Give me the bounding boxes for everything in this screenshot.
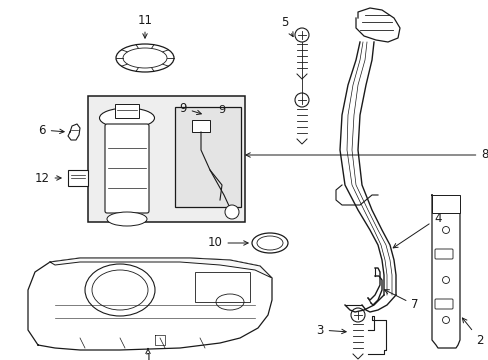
- Ellipse shape: [107, 212, 147, 226]
- FancyBboxPatch shape: [115, 104, 139, 118]
- Text: 11: 11: [137, 13, 152, 38]
- Text: 6: 6: [38, 123, 64, 136]
- Text: 10: 10: [207, 237, 247, 249]
- Polygon shape: [68, 124, 80, 140]
- Text: 12: 12: [35, 171, 61, 184]
- Text: 9: 9: [179, 102, 201, 114]
- FancyBboxPatch shape: [68, 170, 88, 186]
- FancyBboxPatch shape: [431, 195, 459, 213]
- Text: 4: 4: [392, 211, 441, 248]
- Ellipse shape: [99, 108, 154, 128]
- FancyBboxPatch shape: [105, 124, 149, 213]
- FancyBboxPatch shape: [175, 107, 241, 207]
- Polygon shape: [50, 258, 271, 278]
- FancyBboxPatch shape: [192, 120, 209, 132]
- Text: 5: 5: [281, 15, 292, 37]
- Text: 9: 9: [218, 105, 225, 115]
- Text: 3: 3: [316, 324, 346, 337]
- FancyBboxPatch shape: [88, 96, 244, 222]
- Polygon shape: [28, 258, 271, 350]
- Circle shape: [224, 205, 239, 219]
- Polygon shape: [431, 195, 459, 348]
- Text: 8: 8: [245, 148, 488, 162]
- Polygon shape: [355, 8, 399, 42]
- Text: 1: 1: [144, 348, 151, 360]
- Text: 7: 7: [384, 290, 418, 311]
- Text: 2: 2: [462, 318, 483, 346]
